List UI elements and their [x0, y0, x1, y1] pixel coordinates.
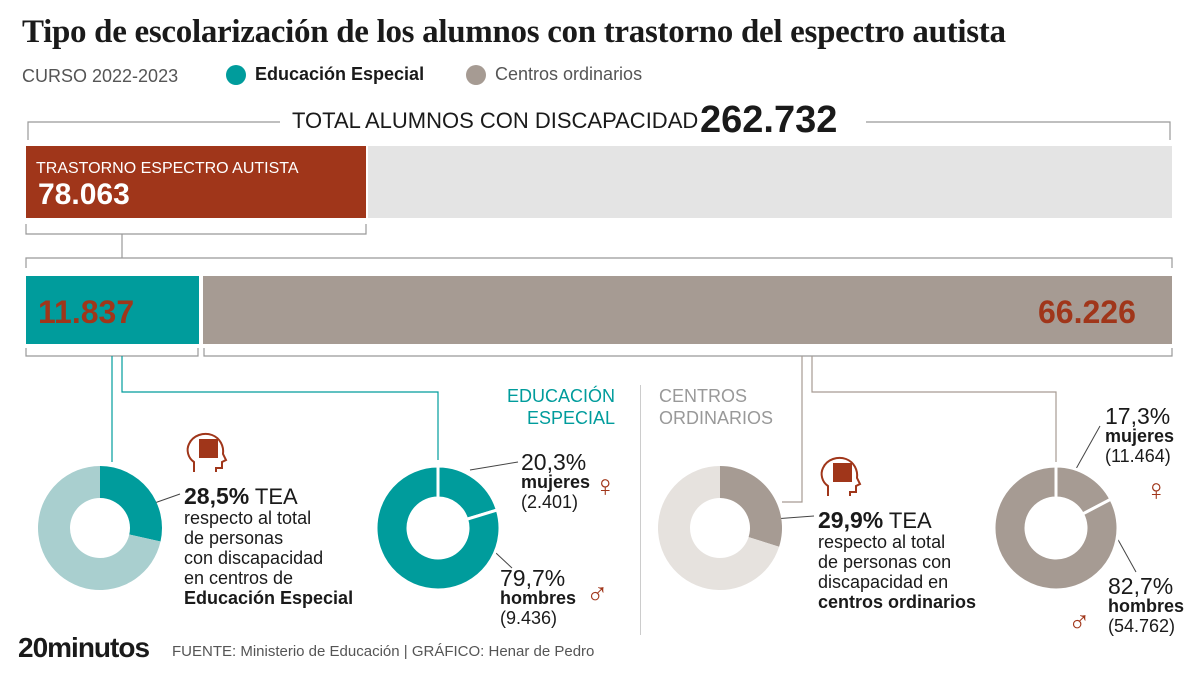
es-tea-line: respecto al total — [184, 508, 312, 528]
donut-co-rest-slice — [657, 466, 780, 590]
co-tea-suffix: TEA — [883, 508, 932, 533]
split-bracket — [25, 257, 1173, 268]
head-puzzle-icon — [186, 432, 228, 472]
co-tea-connector — [782, 356, 803, 503]
section-divider — [640, 385, 641, 635]
total-label: TOTAL ALUMNOS CON DISCAPACIDAD — [292, 108, 699, 133]
female-symbol-icon: ♀ — [594, 470, 617, 503]
co-tea-line: respecto al total — [818, 532, 946, 552]
co-mujeres-pointer — [1071, 425, 1101, 477]
chart-title: Tipo de escolarización de los alumnos co… — [22, 14, 1006, 50]
female-symbol-icon: ♀ — [1145, 474, 1168, 507]
co-tea-line: de personas con — [818, 552, 952, 572]
donut-es-rest-slice — [37, 466, 161, 590]
donut-es-tea — [37, 466, 162, 590]
section-line: ORDINARIOS — [659, 408, 774, 428]
donut-co-hombres-slice — [992, 464, 1120, 592]
co-mujeres-pct: 17,3% — [1105, 403, 1171, 429]
co-hombres-text: hombres — [1108, 596, 1185, 616]
section-line: CENTROS — [659, 386, 748, 406]
es-tea-bold-line: Educación Especial — [184, 588, 354, 608]
total-bracket-left — [27, 121, 280, 140]
bar-total-rest — [368, 146, 1172, 218]
co-mujeres-count: (11.464) — [1105, 446, 1171, 466]
donut-co-gender — [992, 464, 1120, 592]
es-tea-line: con discapacidad — [184, 548, 324, 568]
es-hombres-label: 79,7% hombres (9.436) — [500, 565, 577, 629]
section-line: EDUCACIÓN — [507, 386, 616, 406]
co-tea-annotation: 29,9% TEA respecto al total de personas … — [818, 507, 977, 613]
es-hombres-count: (9.436) — [500, 608, 558, 628]
co-bracket — [203, 348, 1173, 357]
donut-es-gender — [374, 464, 502, 592]
co-tea-bold-line: centros ordinarios — [818, 592, 977, 612]
legend-item-centros-ordinarios: Centros ordinarios — [466, 64, 642, 85]
es-mujeres-count: (2.401) — [521, 492, 579, 512]
section-line: ESPECIAL — [526, 408, 616, 428]
co-gender-connector — [811, 356, 1057, 462]
brand-logo: 20minutos — [18, 632, 150, 663]
es-tea-pct: 28,5% — [184, 483, 250, 509]
co-hombres-pointer — [1115, 535, 1137, 573]
donut-es-hombres-slice — [374, 464, 502, 592]
co-tea-pct: 29,9% — [818, 507, 884, 533]
co-mujeres-label: 17,3% mujeres (11.464) — [1105, 403, 1175, 467]
legend-label-centros-ordinarios: Centros ordinarios — [495, 64, 643, 84]
es-gender-connector — [121, 356, 439, 460]
legend-swatch-educacion-especial — [226, 64, 246, 85]
es-hombres-text: hombres — [500, 588, 577, 608]
legend-swatch-centros-ordinarios — [466, 64, 486, 85]
bar-centros-ordinarios-value: 66.226 — [1038, 294, 1136, 330]
total-value: 262.732 — [700, 99, 838, 141]
es-tea-annotation: 28,5% TEA respecto al total de personas … — [184, 483, 354, 609]
co-hombres-count: (54.762) — [1108, 616, 1176, 636]
male-symbol-icon: ♂ — [586, 578, 609, 611]
legend-label-educacion-especial: Educación Especial — [255, 64, 425, 84]
bar-tea — [26, 146, 366, 218]
bar-educacion-especial-value: 11.837 — [38, 294, 135, 330]
co-mujeres-text: mujeres — [1105, 426, 1175, 446]
total-bracket-right — [866, 121, 1171, 140]
male-symbol-icon: ♂ — [1068, 606, 1091, 639]
head-puzzle-icon — [820, 456, 862, 496]
es-mujeres-pointer — [469, 461, 519, 471]
es-hombres-pct: 79,7% — [500, 565, 566, 591]
es-mujeres-text: mujeres — [521, 472, 591, 492]
es-tea-suffix: TEA — [249, 484, 298, 509]
bar-centros-ordinarios — [203, 276, 1172, 344]
section-heading-educacion-especial: EDUCACIÓN ESPECIAL — [507, 385, 615, 429]
course-label: CURSO 2022-2023 — [22, 66, 179, 86]
co-tea-line: discapacidad en — [818, 572, 949, 592]
co-hombres-pct: 82,7% — [1108, 573, 1174, 599]
donut-es-tea-slice — [100, 466, 162, 542]
es-tea-line: de personas — [184, 528, 284, 548]
bar-educacion-especial — [26, 276, 199, 344]
es-mujeres-label: 20,3% mujeres (2.401) — [521, 449, 591, 513]
co-hombres-label: 82,7% hombres (54.762) — [1108, 573, 1185, 637]
tea-bracket — [25, 224, 367, 235]
bar-tea-label: TRASTORNO ESPECTRO AUTISTA — [36, 160, 299, 177]
donut-co-tea-slice — [720, 466, 782, 547]
donut-co-tea — [657, 466, 782, 590]
source-credit: FUENTE: Ministerio de Educación | GRÁFIC… — [172, 643, 595, 660]
section-heading-centros-ordinarios: CENTROS ORDINARIOS — [659, 385, 773, 429]
bar-tea-value: 78.063 — [38, 178, 130, 211]
es-mujeres-pct: 20,3% — [521, 449, 587, 475]
legend-item-educacion-especial: Educación Especial — [226, 64, 424, 85]
es-tea-line: en centros de — [184, 568, 294, 588]
